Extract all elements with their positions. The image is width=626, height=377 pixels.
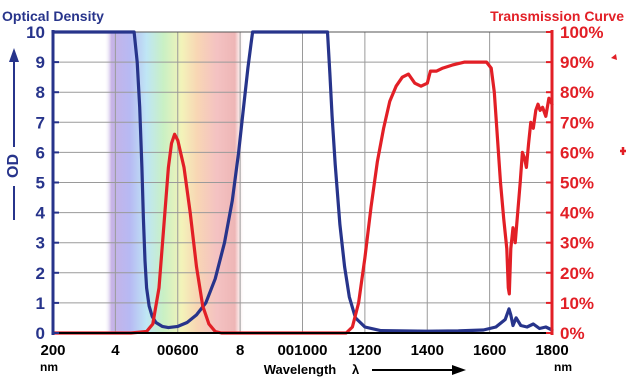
right-axis-marker-top: [611, 54, 617, 60]
chart-title-right: Transmission Curve: [490, 8, 624, 24]
y-tick-label-left: 7: [36, 113, 45, 132]
y-tick-label-left: 8: [36, 83, 45, 102]
y-tick-label-right: 90%: [560, 53, 594, 72]
series-layer: [51, 30, 554, 335]
y-axis-arrow-head: [9, 48, 19, 62]
y-tick-label-right: 50%: [560, 174, 594, 193]
x-axis-label: Wavelength: [264, 362, 337, 377]
axis-lines: [51, 30, 554, 335]
y-tick-label-right: 70%: [560, 113, 594, 132]
y-tick-label-left: 2: [36, 264, 45, 283]
y-tick-label-left: 4: [36, 204, 46, 223]
x-tick-label: 1400: [411, 342, 444, 359]
x-unit-last: nm: [554, 360, 572, 374]
y-tick-label-right: 10%: [560, 294, 594, 313]
y-tick-label-right: 20%: [560, 264, 594, 283]
x-tick-label: 1600: [473, 342, 506, 359]
y-tick-label-left: 5: [36, 174, 45, 193]
x-axis-arrow-head: [452, 365, 466, 375]
chart-title-left: Optical Density: [2, 8, 104, 24]
y-tick-label-right: 100%: [560, 23, 603, 42]
optical-density-line: [51, 30, 554, 333]
x-tick-label: 001000: [277, 342, 327, 359]
y-tick-label-left: 6: [36, 143, 45, 162]
tick-labels: 0123456789100%10%20%30%40%50%60%70%80%90…: [26, 23, 603, 359]
x-unit-first: nm: [40, 360, 58, 374]
y-tick-label-right: 60%: [560, 143, 594, 162]
right-axis-marker-plus: [620, 147, 626, 155]
y-tick-label-left: 9: [36, 53, 45, 72]
x-tick-label: 1200: [348, 342, 381, 359]
x-tick-label: 1800: [535, 342, 568, 359]
x-axis-lambda: λ: [352, 362, 360, 377]
y-tick-label-left: 10: [26, 23, 45, 42]
y-tick-label-left: 1: [36, 294, 45, 313]
y-tick-label-right: 30%: [560, 234, 594, 253]
y-tick-label-right: 40%: [560, 204, 594, 223]
y-axis-label-left: OD: [5, 154, 22, 178]
x-tick-label: 200: [40, 342, 65, 359]
x-tick-label: 00600: [157, 342, 199, 359]
x-tick-label: 8: [236, 342, 244, 359]
y-tick-label-right: 80%: [560, 83, 594, 102]
y-tick-label-right: 0%: [560, 324, 585, 343]
x-tick-label: 4: [111, 342, 120, 359]
transmission-line: [51, 60, 554, 335]
y-tick-label-left: 0: [36, 324, 45, 343]
y-tick-label-left: 3: [36, 234, 45, 253]
